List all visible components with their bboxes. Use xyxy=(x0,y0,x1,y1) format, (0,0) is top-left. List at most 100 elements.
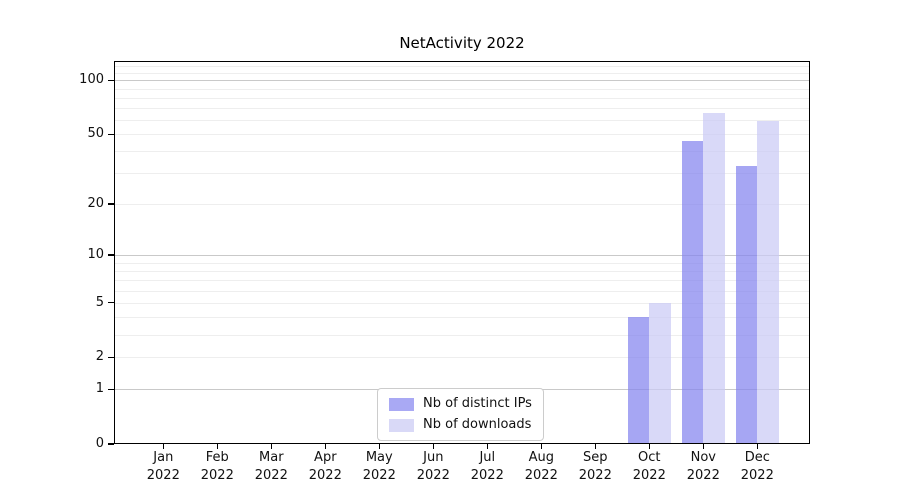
x-tick-month-label: Aug xyxy=(528,450,554,465)
bars-layer xyxy=(114,61,810,444)
gridline-minor xyxy=(114,280,810,282)
legend-swatch-distinct-ips xyxy=(389,397,414,411)
gridline-major xyxy=(114,80,810,82)
gridline-minor xyxy=(114,66,810,68)
y-tick-label: 10 xyxy=(87,247,104,263)
x-tick-label: Jul 2022 xyxy=(457,449,517,484)
legend-item-downloads: Nb of downloads xyxy=(389,417,532,433)
plot-area: Nb of distinct IPs Nb of downloads xyxy=(114,61,810,444)
gridline-minor xyxy=(114,204,810,206)
gridline-minor xyxy=(114,72,810,74)
legend: Nb of distinct IPs Nb of downloads xyxy=(377,388,544,441)
x-tick-label: Nov 2022 xyxy=(673,449,733,484)
y-tick-mark xyxy=(108,443,114,445)
y-tick-label: 0 xyxy=(95,436,104,451)
gridline-minor xyxy=(114,151,810,153)
y-tick-mark xyxy=(108,79,114,81)
y-tick-mark xyxy=(108,254,114,256)
x-tick-label: Feb 2022 xyxy=(187,449,247,484)
legend-label-downloads: Nb of downloads xyxy=(423,417,532,432)
x-tick-year-label: 2022 xyxy=(524,467,558,483)
gridline-minor xyxy=(114,262,810,264)
gridline-major xyxy=(114,255,810,257)
x-tick-year-label: 2022 xyxy=(578,467,612,483)
x-tick-mark xyxy=(270,444,272,449)
gridline-minor xyxy=(114,290,810,292)
x-tick-mark xyxy=(216,444,218,449)
x-tick-label: May 2022 xyxy=(349,449,409,484)
x-tick-mark xyxy=(702,444,704,449)
legend-swatch-downloads xyxy=(389,418,414,432)
y-tick-label: 2 xyxy=(95,349,104,365)
y-tick-label: 100 xyxy=(79,72,104,88)
x-tick-month-label: Jul xyxy=(479,450,496,465)
x-tick-year-label: 2022 xyxy=(632,467,666,483)
y-tick-label: 20 xyxy=(87,196,104,212)
bar-distinct-ips xyxy=(627,317,650,444)
y-tick-mark xyxy=(108,302,114,304)
x-tick-label: Dec 2022 xyxy=(727,449,787,484)
bar-downloads xyxy=(649,302,671,444)
x-tick-mark xyxy=(540,444,542,449)
x-tick-label: Aug 2022 xyxy=(511,449,571,484)
bar-downloads xyxy=(703,112,725,444)
gridline-minor xyxy=(114,302,810,304)
x-tick-mark xyxy=(324,444,326,449)
x-tick-year-label: 2022 xyxy=(362,467,396,483)
bar-distinct-ips xyxy=(681,140,704,444)
x-tick-year-label: 2022 xyxy=(470,467,504,483)
x-tick-year-label: 2022 xyxy=(146,467,180,483)
bar-distinct-ips xyxy=(735,166,758,444)
gridline-minor xyxy=(114,88,810,90)
gridline-minor xyxy=(114,108,810,110)
x-tick-month-label: Jun xyxy=(423,450,444,465)
x-tick-year-label: 2022 xyxy=(308,467,342,483)
gridline-minor xyxy=(114,357,810,359)
y-tick-mark xyxy=(108,133,114,135)
y-tick-label: 1 xyxy=(95,381,104,397)
x-tick-label: Mar 2022 xyxy=(241,449,301,484)
x-tick-year-label: 2022 xyxy=(740,467,774,483)
x-tick-month-label: Mar xyxy=(259,450,284,465)
chart-title: NetActivity 2022 xyxy=(399,34,525,52)
x-tick-month-label: Sep xyxy=(583,450,608,465)
y-tick-mark xyxy=(108,203,114,205)
x-tick-year-label: 2022 xyxy=(254,467,288,483)
x-tick-month-label: Oct xyxy=(638,450,661,465)
y-tick-label: 5 xyxy=(95,294,104,310)
x-tick-mark xyxy=(486,444,488,449)
x-tick-month-label: May xyxy=(365,450,393,465)
x-tick-mark xyxy=(594,444,596,449)
x-tick-mark xyxy=(648,444,650,449)
y-tick-mark xyxy=(108,388,114,391)
y-tick-label: 50 xyxy=(87,126,104,142)
legend-label-distinct-ips: Nb of distinct IPs xyxy=(423,396,532,411)
gridline-minor xyxy=(114,334,810,336)
x-tick-label: Apr 2022 xyxy=(295,449,355,484)
x-tick-year-label: 2022 xyxy=(686,467,720,483)
y-tick-mark xyxy=(108,356,114,359)
x-tick-month-label: Dec xyxy=(744,450,770,465)
x-tick-label: Jun 2022 xyxy=(403,449,463,484)
x-tick-year-label: 2022 xyxy=(200,467,234,483)
gridline-minor xyxy=(114,270,810,272)
x-tick-month-label: Nov xyxy=(690,450,716,465)
gridline-minor xyxy=(114,134,810,136)
x-tick-mark xyxy=(756,444,758,449)
gridline-minor xyxy=(114,317,810,319)
x-tick-mark xyxy=(432,444,434,449)
x-tick-month-label: Jan xyxy=(153,450,174,465)
gridline-minor xyxy=(114,97,810,99)
x-tick-label: Oct 2022 xyxy=(619,449,679,484)
gridline-minor xyxy=(114,120,810,122)
x-tick-label: Jan 2022 xyxy=(133,449,193,484)
bar-downloads xyxy=(757,121,779,444)
x-tick-mark xyxy=(378,444,380,449)
x-tick-month-label: Feb xyxy=(205,450,229,465)
gridline-minor xyxy=(114,173,810,175)
x-tick-mark xyxy=(162,444,164,449)
x-tick-label: Sep 2022 xyxy=(565,449,625,484)
x-tick-year-label: 2022 xyxy=(416,467,450,483)
legend-item-distinct-ips: Nb of distinct IPs xyxy=(389,396,532,412)
